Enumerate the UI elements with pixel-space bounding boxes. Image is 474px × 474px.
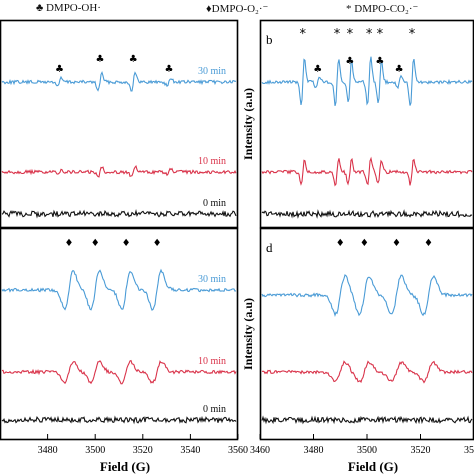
- peak-marker-a-1: ♣: [95, 54, 104, 65]
- trace-d-1: [261, 360, 473, 384]
- legend-item-dmpo-co2: * DMPO-CO₂·⁻: [346, 2, 418, 15]
- peak-marker-b-1: ♣: [313, 64, 322, 75]
- trace-a-1: [1, 164, 237, 178]
- trace-d-0: [261, 274, 473, 317]
- peak-marker-a-2: ♣: [129, 54, 138, 65]
- trace-c-0: [1, 268, 237, 311]
- trace-b-0: [261, 56, 473, 106]
- x-tick-label-d-1: 3480: [304, 445, 324, 456]
- series-label-c-0: 30 min: [198, 274, 226, 285]
- x-tick-label-c-0: 3480: [38, 445, 58, 456]
- peak-marker-b-0: *: [300, 27, 307, 42]
- legend-label-dmpo-oh: DMPO-OH·: [45, 2, 101, 14]
- series-label-a-0: 30 min: [198, 66, 226, 77]
- peak-marker-d-1: ♦: [360, 238, 369, 249]
- trace-a-0: [1, 71, 237, 92]
- trace-c-1: [1, 359, 237, 385]
- x-axis-label-d: Field (G): [348, 459, 398, 474]
- peak-marker-d-2: ♦: [392, 238, 401, 249]
- peak-marker-a-3: ♣: [164, 64, 173, 75]
- peak-marker-b-2: *: [334, 27, 341, 42]
- peak-marker-d-3: ♦: [424, 238, 433, 249]
- panel-letter-b: b: [266, 32, 273, 47]
- trace-b-2: [261, 209, 473, 219]
- trace-c-2: [1, 415, 237, 425]
- peak-marker-c-1: ♦: [91, 238, 100, 249]
- peak-marker-d-0: ♦: [336, 238, 345, 249]
- series-label-a-1: 10 min: [198, 156, 226, 167]
- x-tick-label-c-1: 3500: [85, 445, 105, 456]
- legend-label-dmpo-o2: DMPO-O₂·⁻: [211, 3, 269, 15]
- legend-item-dmpo-o2: ♦DMPO-O₂·⁻: [206, 2, 268, 15]
- peak-marker-b-3: ♣: [345, 56, 354, 67]
- x-tick-label-d-2: 3500: [357, 445, 377, 456]
- peak-marker-b-6: ♣: [375, 56, 384, 67]
- diamond-icon: ♦: [206, 3, 212, 15]
- panel-frame-d: [259, 227, 474, 441]
- peak-marker-c-3: ♦: [153, 238, 162, 249]
- legend-label-dmpo-co2: DMPO-CO₂·⁻: [354, 3, 419, 15]
- x-tick-label-d-3: 3520: [411, 445, 431, 456]
- series-label-c-2: 0 min: [203, 404, 226, 415]
- x-tick-label-c-2: 3520: [133, 445, 153, 456]
- peak-marker-b-5: *: [366, 27, 373, 42]
- peak-marker-a-0: ♣: [55, 64, 64, 75]
- x-tick-label-d-4: 3540: [464, 445, 474, 456]
- x-tick-label-c-3: 3540: [180, 445, 200, 456]
- y-axis-label-d: Intensity (a.u): [241, 298, 255, 370]
- peak-marker-b-9: *: [409, 27, 416, 42]
- club-icon: ♣: [36, 2, 44, 14]
- asterisk-icon: *: [346, 3, 352, 15]
- trace-d-2: [261, 415, 473, 425]
- panel-frame-b: [259, 19, 474, 229]
- panel-frame-c: [0, 227, 239, 441]
- series-label-a-2: 0 min: [203, 198, 226, 209]
- peak-marker-c-0: ♦: [65, 238, 74, 249]
- peak-marker-b-8: ♣: [395, 64, 404, 75]
- series-label-c-1: 10 min: [198, 356, 226, 367]
- peak-marker-c-2: ♦: [122, 238, 131, 249]
- peak-marker-b-7: *: [377, 27, 384, 42]
- peak-marker-b-4: *: [347, 27, 354, 42]
- x-tick-label-d-0: 3460: [250, 445, 270, 456]
- x-tick-label-c-4: 3560: [228, 445, 248, 456]
- x-axis-label-c: Field (G): [100, 459, 150, 474]
- panel-letter-d: d: [266, 240, 273, 255]
- trace-b-1: [261, 156, 473, 187]
- legend-item-dmpo-oh: ♣ DMPO-OH·: [36, 2, 101, 14]
- trace-a-2: [1, 209, 237, 219]
- legend: ♣ DMPO-OH· ♦DMPO-O₂·⁻ * DMPO-CO₂·⁻: [0, 0, 474, 20]
- panel-frame-a: [0, 19, 239, 229]
- y-axis-label-b: Intensity (a.u): [241, 88, 255, 160]
